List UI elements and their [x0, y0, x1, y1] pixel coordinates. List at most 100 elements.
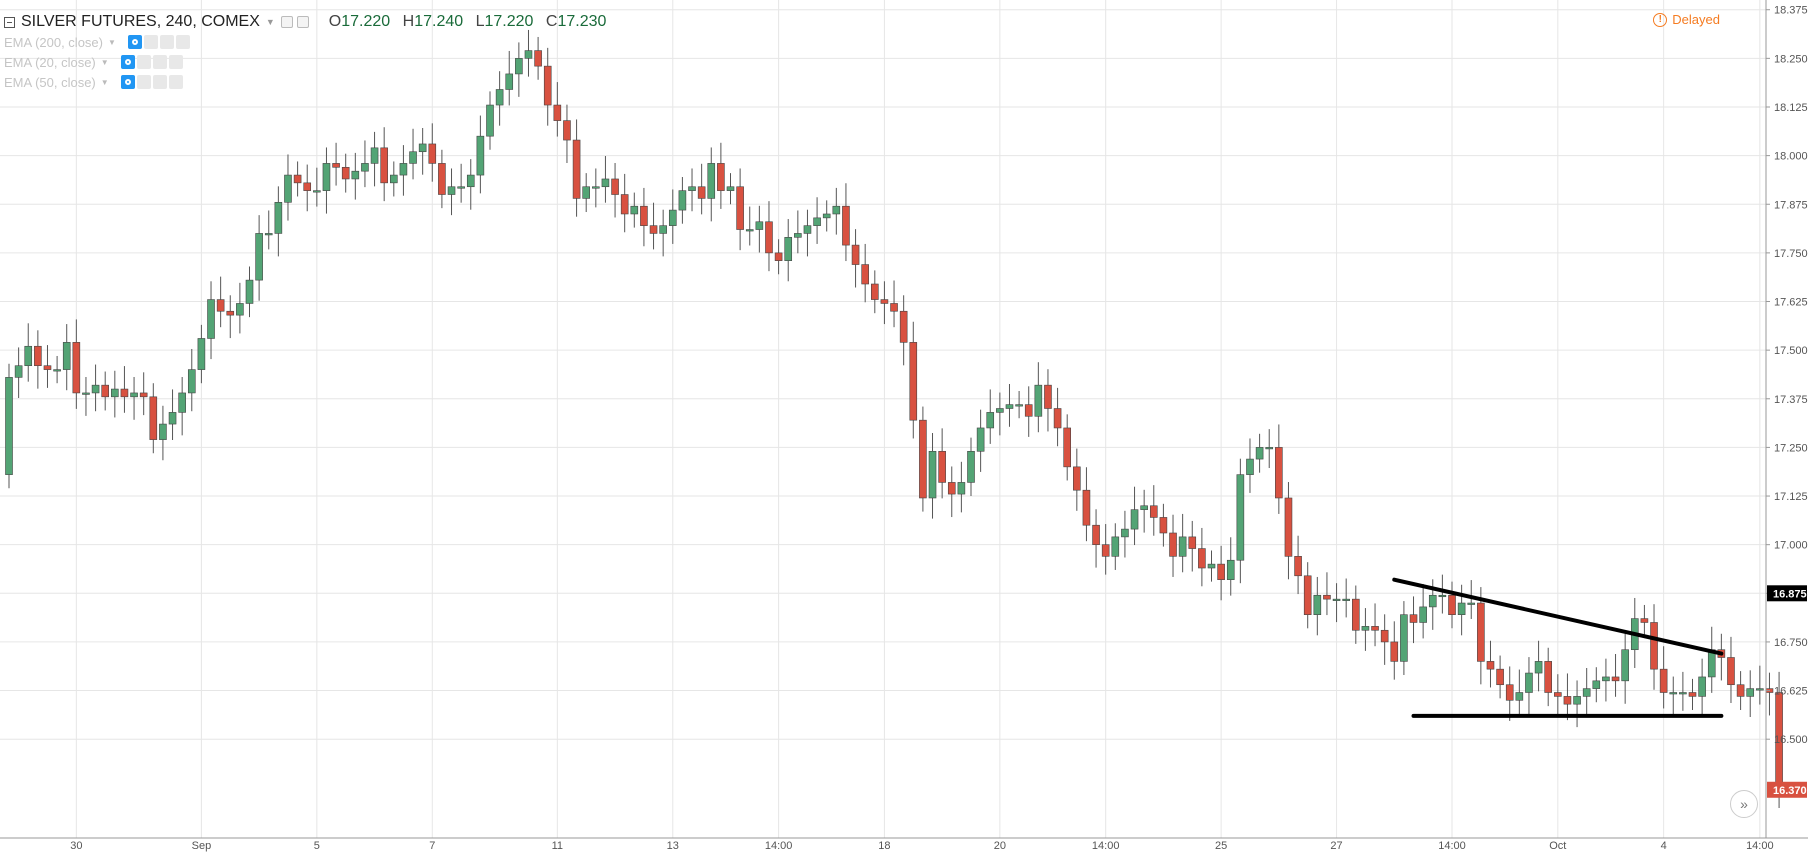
price-tick-label: 18.375 — [1774, 5, 1808, 17]
settings-icon[interactable] — [136, 75, 151, 89]
candle-body — [1284, 497, 1293, 557]
candle-body — [130, 392, 138, 398]
close-icon[interactable] — [168, 55, 183, 69]
candle-body — [1582, 688, 1591, 697]
candle-body — [736, 186, 744, 230]
candle-body — [111, 388, 119, 398]
candle-body — [1457, 602, 1466, 615]
delayed-label: Delayed — [1672, 12, 1720, 27]
candle-body — [1024, 404, 1033, 417]
candle-body — [1727, 657, 1735, 686]
plus-icon[interactable] — [152, 55, 167, 69]
candle-body — [1371, 626, 1379, 631]
candle-body — [1611, 676, 1620, 682]
candle-body — [986, 412, 995, 429]
time-tick-label: 30 — [70, 840, 82, 852]
candle-body — [976, 427, 985, 452]
chevron-down-icon[interactable]: ▼ — [265, 17, 275, 27]
close-icon[interactable] — [175, 35, 190, 49]
candle-body — [1544, 661, 1552, 693]
candle-body — [553, 104, 562, 121]
candle-body — [1207, 563, 1216, 569]
candle-body — [226, 310, 235, 316]
candle-body — [255, 233, 263, 281]
candle-body — [1217, 563, 1225, 580]
symbol-title[interactable]: SILVER FUTURES, 240, COMEX — [21, 13, 260, 30]
price-tag-label: 16.370 — [1773, 785, 1807, 797]
chevron-down-icon[interactable]: ▼ — [108, 37, 116, 47]
time-tick-label: 20 — [994, 840, 1006, 852]
delayed-status[interactable]: ! Delayed — [1653, 12, 1720, 27]
candle-body — [139, 392, 148, 398]
settings-icon[interactable] — [280, 16, 293, 28]
chevron-down-icon[interactable]: ▼ — [100, 57, 109, 67]
candle-body — [1621, 649, 1629, 682]
price-tick-label: 17.000 — [1774, 540, 1808, 552]
open-value: 17.220 — [341, 13, 391, 30]
candle-body — [822, 213, 831, 219]
candle-body — [1073, 466, 1081, 491]
time-axis[interactable]: 30 Sep 5 7 11 13 14:00 18 20 14:00 25 27 14:00 Oct 4 14… — [0, 837, 1808, 852]
candle-body — [332, 163, 340, 168]
chevron-down-icon[interactable]: ▼ — [100, 77, 109, 87]
collapse-icon[interactable] — [4, 16, 15, 28]
candle-body — [524, 50, 533, 59]
candle-body — [1323, 594, 1331, 600]
candle-body — [1361, 626, 1370, 631]
price-tag-label: 16.875 — [1773, 588, 1807, 600]
candle-body — [1178, 536, 1187, 557]
candle-body — [774, 252, 783, 261]
candle-body — [1063, 427, 1071, 468]
candle-body — [668, 209, 677, 226]
candle-body — [659, 225, 667, 234]
candle-body — [726, 186, 735, 191]
candle-body — [1650, 622, 1658, 670]
candle-body — [717, 163, 725, 191]
candle-body — [370, 147, 379, 164]
eye-icon[interactable] — [127, 35, 142, 49]
price-tag-bg — [1767, 585, 1807, 602]
candle-body — [832, 205, 841, 215]
high-value: 17.240 — [414, 13, 464, 30]
indicator-ema-200[interactable]: EMA (200, close) ▼ — [4, 34, 192, 50]
candle-body — [1188, 536, 1197, 549]
time-tick-label: 11 — [552, 840, 563, 852]
candle-body — [851, 244, 860, 265]
candle-body — [861, 264, 869, 285]
candle-body — [62, 342, 71, 370]
candle-body — [293, 174, 302, 184]
indicator-ema-20[interactable]: EMA (20, close) ▼ — [4, 54, 185, 70]
candle-body — [601, 178, 610, 188]
candle-body — [1756, 688, 1764, 691]
candle-body — [1409, 614, 1418, 623]
candle-body — [1602, 676, 1610, 682]
eye-icon[interactable] — [120, 75, 135, 89]
hide-icon[interactable] — [296, 16, 309, 28]
candle-body — [1534, 661, 1543, 674]
candle-body — [890, 303, 898, 312]
plus-icon[interactable] — [159, 35, 174, 49]
candle-body — [1121, 528, 1129, 538]
scroll-to-realtime-button[interactable]: » — [1730, 790, 1758, 818]
candle-body — [582, 186, 591, 199]
candle-body — [120, 388, 129, 398]
candle-body — [1159, 517, 1168, 534]
eye-icon[interactable] — [120, 55, 135, 69]
settings-icon[interactable] — [143, 35, 158, 49]
candle-body — [486, 104, 494, 137]
candle-body — [784, 237, 793, 261]
indicator-label: EMA (20, close) — [4, 54, 96, 70]
price-axis[interactable]: 18.375 18.250 18.125 18.000 17.875 17.750 17.6… — [1765, 0, 1808, 838]
price-tick-label: 17.125 — [1774, 491, 1808, 503]
candle-body — [1236, 474, 1245, 561]
indicator-label: EMA (50, close) — [4, 74, 96, 90]
candle-body — [957, 482, 966, 495]
plus-icon[interactable] — [152, 75, 167, 89]
close-key: C — [545, 13, 558, 30]
close-icon[interactable] — [168, 75, 183, 89]
indicator-ema-50[interactable]: EMA (50, close) ▼ — [4, 74, 185, 90]
candle-body — [207, 299, 215, 339]
candle-body — [216, 299, 225, 312]
settings-icon[interactable] — [136, 55, 151, 69]
